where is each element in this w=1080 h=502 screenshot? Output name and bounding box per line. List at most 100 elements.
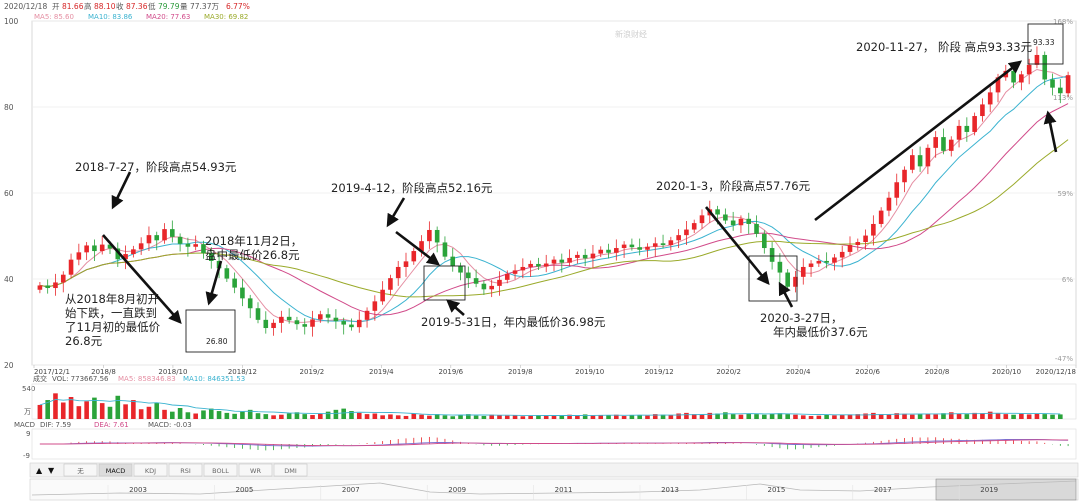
volume-bar xyxy=(1042,414,1048,419)
candlestick-series xyxy=(37,46,1071,337)
macd-panel-frame xyxy=(31,428,1077,460)
candle-body xyxy=(777,261,783,273)
overview-year-label: 2017 xyxy=(874,486,892,494)
candle-body xyxy=(871,223,876,236)
tab-prev-button[interactable]: ▲ xyxy=(36,466,43,475)
candle-body xyxy=(286,316,292,321)
moving-average-lines xyxy=(39,68,1069,323)
volume-bar xyxy=(450,416,456,419)
volume-bar xyxy=(442,415,448,419)
candle-body xyxy=(341,321,346,325)
quote-close-label: 收 xyxy=(116,1,124,11)
legend-ma20: MA20: 77.63 xyxy=(146,13,190,21)
candle-body xyxy=(567,257,572,263)
volume-bar xyxy=(255,413,261,419)
percent-tick-label: 59% xyxy=(1057,190,1073,198)
volume-bar xyxy=(232,413,237,419)
candle-body xyxy=(1011,70,1016,83)
candle-body xyxy=(886,197,892,211)
annotation-2018-decline-line3: 了11月初的最低价 xyxy=(65,320,161,334)
low-2020-box xyxy=(748,255,798,302)
annotation-2020-peak: 2020-11-27， 阶段 高点93.33元 xyxy=(856,40,1033,54)
overview-selection-window[interactable] xyxy=(935,478,1077,501)
tab-dmi[interactable] xyxy=(273,463,308,477)
arrow-2019-low xyxy=(446,299,465,316)
candle-body xyxy=(629,244,635,248)
tab-rsi[interactable] xyxy=(168,463,203,477)
volume-bar xyxy=(512,415,518,419)
volume-bar xyxy=(458,415,463,419)
candle-body xyxy=(948,139,954,151)
volume-bar xyxy=(481,415,487,419)
volume-bar xyxy=(208,408,214,419)
percent-tick-label: 168% xyxy=(1053,18,1073,26)
volume-bar xyxy=(621,415,627,419)
candle-body xyxy=(193,244,198,247)
candle-body xyxy=(419,241,424,252)
overview-navigator[interactable] xyxy=(29,478,1079,501)
quote-change: 6.77% xyxy=(226,2,250,11)
volume-ma-line xyxy=(39,398,1061,416)
candle-body xyxy=(185,243,191,247)
volume-bar xyxy=(863,413,868,419)
candle-body xyxy=(598,249,604,254)
quote-volume-label: 量 xyxy=(180,2,188,11)
tab-无[interactable] xyxy=(63,463,98,477)
volume-bar xyxy=(730,414,736,419)
candle-body xyxy=(123,254,128,260)
candle-body xyxy=(793,276,798,287)
candle-body xyxy=(84,245,89,253)
date-tick-label: 2019/8 xyxy=(508,368,533,376)
candle-body xyxy=(489,285,494,290)
legend-ma5: MA5: 85.60 xyxy=(34,13,74,21)
tab-boll[interactable] xyxy=(203,463,238,477)
volume-bar xyxy=(504,415,510,419)
volume-bar xyxy=(645,415,650,419)
date-tick-label: 2019/2 xyxy=(300,368,325,376)
candle-body xyxy=(107,244,113,249)
candle-body xyxy=(536,263,541,267)
volume-bar xyxy=(240,411,245,419)
tab-kdj[interactable] xyxy=(133,463,168,477)
candle-body xyxy=(224,268,230,279)
candle-body xyxy=(349,324,354,328)
candle-body xyxy=(255,308,261,320)
candle-body xyxy=(723,214,728,221)
volume-ma5: MA5: 858346.83 xyxy=(118,375,176,383)
volume-bar xyxy=(92,397,97,419)
candle-body xyxy=(660,243,666,246)
candle-body xyxy=(785,272,790,287)
volume-bar xyxy=(956,413,962,419)
volume-bar xyxy=(224,412,230,419)
tab-macd[interactable] xyxy=(98,463,133,477)
tab-wr[interactable] xyxy=(238,463,273,477)
arrow-2020-low xyxy=(778,281,794,308)
candle-body xyxy=(980,104,985,117)
volume-bar xyxy=(131,400,136,419)
candle-body xyxy=(294,320,300,325)
volume-bar xyxy=(676,413,681,419)
volume-bar xyxy=(146,406,152,419)
macd-value: MACD: -0.03 xyxy=(148,421,192,429)
candle-body xyxy=(878,210,884,224)
annotation-2019-low: 2019-5-31日，年内最低价36.98元 xyxy=(421,315,606,329)
annotation-2020-low-line2: 年内最低价37.6元 xyxy=(773,325,868,339)
arrow-2018-low xyxy=(205,260,223,306)
quote-high-label: 高 xyxy=(84,1,92,11)
volume-bar xyxy=(341,408,346,419)
candle-body xyxy=(652,243,658,247)
tab-next-button[interactable]: ▼ xyxy=(48,466,55,475)
volume-bar xyxy=(325,411,331,419)
volume-bar xyxy=(762,414,767,419)
candle-body xyxy=(894,182,900,198)
candle-body xyxy=(45,285,50,289)
volume-bar xyxy=(699,414,705,419)
quote-open-label: 开 xyxy=(52,2,60,11)
volume-bar xyxy=(279,414,284,419)
candle-body xyxy=(318,314,323,320)
volume-bar xyxy=(707,412,713,419)
price-tick-label: 60 xyxy=(4,189,14,198)
high-2020-box xyxy=(1027,23,1064,65)
volume-bar xyxy=(964,414,970,419)
candle-body xyxy=(917,155,923,167)
